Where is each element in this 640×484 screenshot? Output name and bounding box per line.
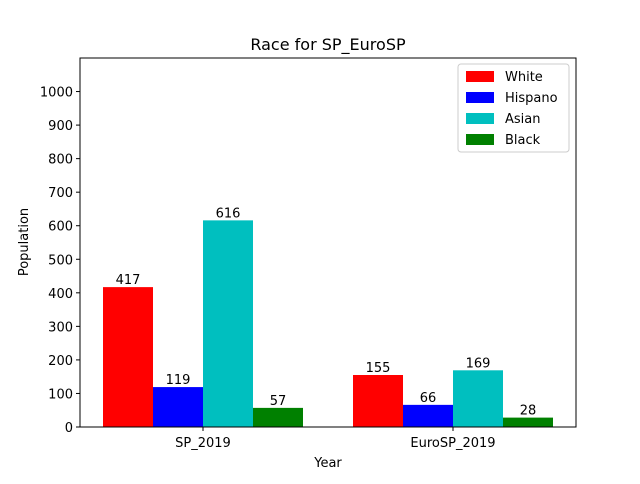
legend-label-hispano: Hispano — [505, 91, 558, 106]
bar-hispano-sp_2019 — [153, 387, 203, 427]
bar-hispano-eurosp_2019 — [403, 404, 453, 427]
x-axis-title: Year — [313, 456, 342, 471]
bars-group — [103, 220, 553, 427]
y-tick-label: 700 — [48, 186, 73, 201]
x-axis: SP_2019 EuroSP_2019 — [175, 427, 496, 451]
bar-value-label: 616 — [216, 206, 241, 221]
bar-black-sp_2019 — [253, 407, 303, 427]
bar-value-label: 28 — [520, 404, 537, 419]
y-tick-label: 300 — [48, 320, 73, 335]
bar-white-sp_2019 — [103, 287, 153, 427]
bar-value-label: 169 — [466, 356, 491, 371]
y-tick-label: 400 — [48, 287, 73, 302]
bar-labels-group: 417 119 616 57 155 66 169 28 — [116, 206, 537, 418]
legend-box — [457, 63, 570, 153]
bar-value-label: 417 — [116, 273, 141, 288]
bar-value-label: 155 — [366, 361, 391, 376]
chart-title: Race for SP_EuroSP — [250, 35, 406, 55]
legend: White Hispano Asian Black — [457, 63, 570, 153]
legend-swatch-hispano — [466, 92, 494, 103]
bar-white-eurosp_2019 — [353, 375, 403, 427]
bar-asian-sp_2019 — [203, 220, 253, 427]
y-tick-label: 500 — [48, 253, 73, 268]
legend-label-white: White — [505, 70, 543, 85]
x-tick-label: EuroSP_2019 — [410, 436, 495, 451]
legend-swatch-white — [466, 71, 494, 82]
y-axis-title: Population — [17, 208, 32, 276]
y-axis: 0 100 200 300 400 500 600 700 800 900 1000 — [40, 86, 80, 436]
plot-frame — [79, 57, 577, 428]
y-tick-label: 600 — [48, 220, 73, 235]
y-tick-label: 100 — [48, 387, 73, 402]
x-tick-label: SP_2019 — [175, 436, 231, 451]
legend-label-black: Black — [505, 133, 541, 148]
y-tick-label: 800 — [48, 153, 73, 168]
bar-asian-eurosp_2019 — [453, 370, 503, 427]
legend-label-asian: Asian — [505, 112, 540, 127]
y-tick-label: 200 — [48, 354, 73, 369]
bar-value-label: 66 — [420, 391, 437, 406]
legend-swatch-black — [466, 134, 494, 145]
bar-black-eurosp_2019 — [503, 417, 553, 427]
bar-value-label: 119 — [166, 373, 191, 388]
bar-value-label: 57 — [270, 394, 287, 409]
y-tick-label: 900 — [48, 119, 73, 134]
y-tick-label: 0 — [65, 421, 73, 436]
y-tick-label: 1000 — [40, 86, 73, 101]
legend-swatch-asian — [466, 113, 494, 124]
